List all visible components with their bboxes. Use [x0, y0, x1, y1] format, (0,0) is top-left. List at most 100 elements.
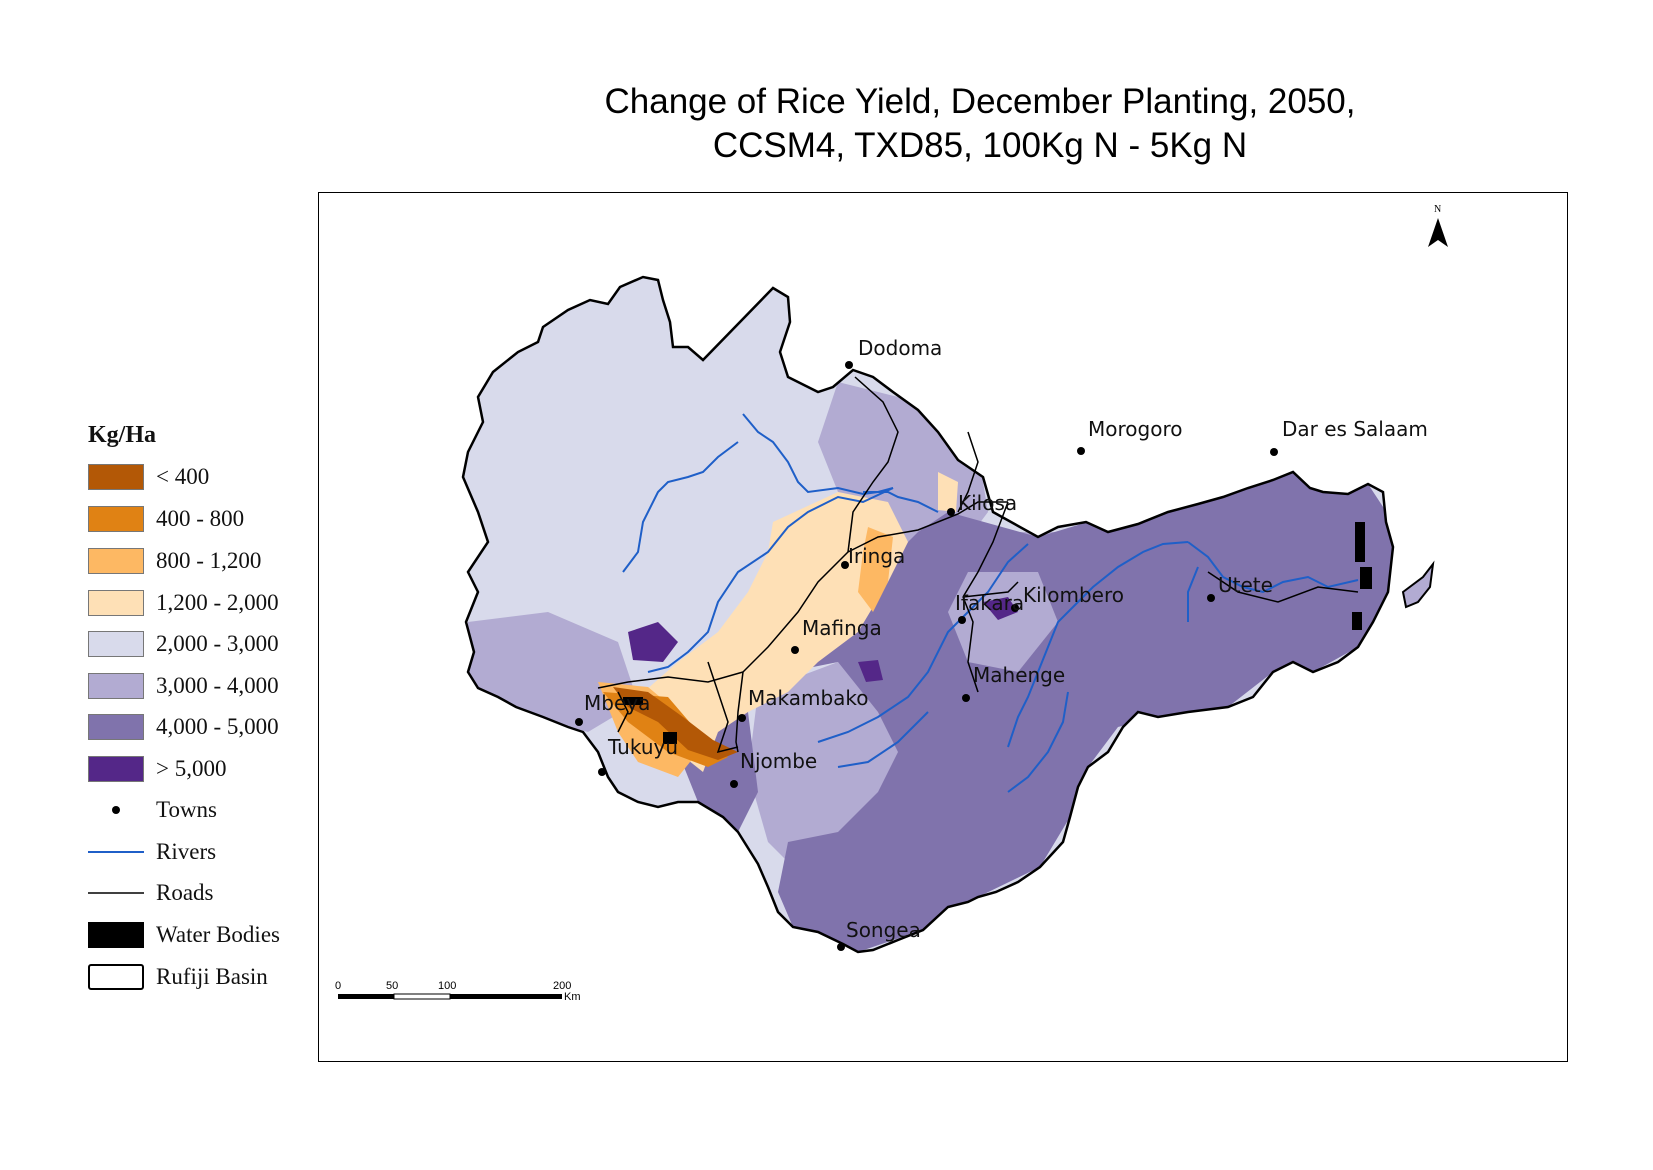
legend-swatch-2000-3000: [88, 631, 144, 657]
river-tributary-2: [863, 491, 939, 513]
town-label-njombe: Njombe: [740, 749, 817, 773]
scale-tick-0: 0: [335, 980, 341, 992]
scale-bar-seg-3: [450, 994, 562, 999]
map-canvas: Dodoma Morogoro Dar es Salaam Kilosa Iri…: [335, 204, 1448, 1003]
raster-zone-gt-5000-central: [858, 660, 883, 682]
legend-label-800-1200: 800 - 1,200: [156, 548, 262, 573]
town-dot-njombe: [730, 780, 738, 788]
road-dodoma-iringa: [847, 376, 899, 553]
rufiji-basin-outline: [461, 275, 1395, 954]
map-title: Change of Rice Yield, December Planting,…: [480, 80, 1480, 168]
scale-bar-seg-2: [393, 993, 451, 1000]
road-kilosa-north: [957, 431, 979, 513]
legend-river-line-icon: [88, 839, 144, 865]
water-body-coast-3: [1352, 612, 1362, 630]
legend-label-water: Water Bodies: [156, 922, 280, 947]
raster-zone-3000-4000-west: [468, 612, 638, 732]
legend-row-400-800: 400 - 800: [88, 504, 244, 534]
legend-label-rivers: Rivers: [156, 839, 217, 864]
town-dot-songea: [837, 943, 845, 951]
raster-zone-1200-2000-kilosa: [938, 472, 958, 512]
town-dot-kilombero: [1011, 604, 1019, 612]
legend-label-basin: Rufiji Basin: [156, 964, 268, 989]
river-kilombero-trib: [1007, 691, 1069, 793]
town-dot-morogoro: [1077, 447, 1085, 455]
town-label-kilosa: Kilosa: [958, 491, 1017, 515]
legend-swatch-lt-400: [88, 464, 144, 490]
road-kilombero: [962, 581, 1019, 598]
river-rufiji-main: [1187, 541, 1359, 594]
map-frame: [318, 192, 1568, 1062]
road-iringa-makambako: [742, 551, 849, 673]
legend-label-gt-5000: > 5,000: [156, 756, 227, 781]
legend-label-1200-2000: 1,200 - 2,000: [156, 590, 279, 615]
town-dot-mahenge: [962, 694, 970, 702]
legend-row-2000-3000: 2,000 - 3,000: [88, 629, 279, 659]
legend-row-rivers: Rivers: [88, 837, 216, 867]
town-dot-dar: [1270, 448, 1278, 456]
raster-zone-1200-2000-central: [638, 492, 908, 772]
road-utete: [1207, 571, 1359, 603]
legend-title: Kg/Ha: [88, 422, 157, 448]
water-body-tukuyu: [663, 732, 677, 744]
legend-swatch-gt-5000: [88, 756, 144, 782]
town-dot-makambako: [738, 714, 746, 722]
legend-row-lt-400: < 400: [88, 462, 209, 492]
town-label-mahenge: Mahenge: [973, 663, 1065, 687]
map-title-line2: CCSM4, TXD85, 100Kg N - 5Kg N: [712, 126, 1248, 165]
legend-label-400-800: 400 - 800: [156, 506, 245, 531]
legend-row-1200-2000: 1,200 - 2,000: [88, 588, 279, 618]
scale-bar-seg-1: [338, 994, 394, 999]
river-ruaha-main: [647, 487, 894, 673]
town-dot-ifakara: [958, 616, 966, 624]
raster-zone-lt-400: [613, 687, 738, 760]
town-dot-dodoma: [845, 361, 853, 369]
north-arrow-label: N: [1434, 204, 1441, 215]
legend-label-lt-400: < 400: [156, 464, 210, 489]
scale-tick-50: 50: [386, 980, 398, 992]
town-label-songea: Songea: [846, 918, 921, 942]
legend: Kg/Ha < 400 400 - 800 800 - 1,200 1,200 …: [88, 422, 280, 990]
legend-row-4000-5000: 4,000 - 5,000: [88, 712, 279, 742]
river-kilombero-lower: [1007, 541, 1189, 748]
towns-layer: Dodoma Morogoro Dar es Salaam Kilosa Iri…: [575, 336, 1428, 951]
legend-label-roads: Roads: [156, 880, 214, 905]
north-arrow: N: [1428, 204, 1448, 247]
legend-row-gt-5000: > 5,000: [88, 754, 226, 784]
town-dot-utete: [1207, 594, 1215, 602]
yield-raster: [463, 277, 1393, 952]
legend-row-towns: Towns: [88, 795, 217, 825]
legend-road-line-icon: [88, 880, 144, 906]
road-makambako-local: [707, 661, 739, 754]
water-body-coast-2: [1360, 567, 1372, 589]
road-ifakara-mahenge: [962, 596, 979, 693]
legend-swatch-800-1200: [88, 548, 144, 574]
town-label-tukuyu: Tukuyu: [607, 735, 678, 759]
legend-label-4000-5000: 4,000 - 5,000: [156, 714, 279, 739]
town-label-mbeya: Mbeya: [584, 691, 650, 715]
town-label-ifakara: Ifakara: [955, 591, 1024, 615]
river-kilombero-upper: [817, 543, 1029, 743]
legend-row-3000-4000: 3,000 - 4,000: [88, 671, 279, 701]
town-label-dar: Dar es Salaam: [1282, 417, 1428, 441]
scale-tick-200: 200: [553, 980, 571, 992]
raster-zone-gt-5000-ifakara: [983, 597, 1018, 620]
legend-town-dot-icon: [88, 797, 144, 823]
legend-swatch-3000-4000: [88, 673, 144, 699]
town-dot-kilosa: [947, 508, 955, 516]
coastal-islands: [1401, 560, 1435, 609]
town-label-mafinga: Mafinga: [802, 616, 882, 640]
road-kilosa-ifakara: [962, 501, 1009, 598]
raster-zone-3000-4000-patch: [948, 572, 1058, 672]
road-tukuyu: [617, 691, 629, 733]
legend-label-2000-3000: 2,000 - 3,000: [156, 631, 279, 656]
legend-swatch-4000-5000: [88, 714, 144, 740]
town-label-kilombero: Kilombero: [1023, 583, 1124, 607]
legend-row-800-1200: 800 - 1,200: [88, 546, 261, 576]
scale-bar: 0 50 100 200 Km: [335, 980, 581, 1003]
town-label-morogoro: Morogoro: [1088, 417, 1182, 441]
legend-row-water: Water Bodies: [88, 920, 280, 950]
town-dot-mafinga: [791, 646, 799, 654]
legend-row-basin: Rufiji Basin: [88, 962, 268, 992]
town-label-dodoma: Dodoma: [858, 336, 942, 360]
